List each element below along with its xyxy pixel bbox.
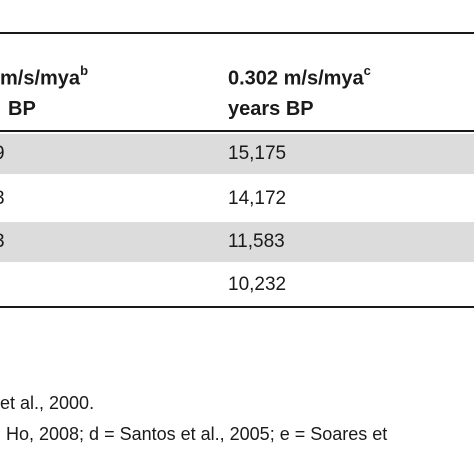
table-cell-right: 14,172 xyxy=(228,188,287,209)
table-row: 10,232 xyxy=(0,265,474,305)
table-cell-left: 3 xyxy=(0,222,5,262)
header-right-footnote-mark: c xyxy=(363,63,371,78)
footnote-line-1: et al., 2000. xyxy=(0,393,95,413)
header-right-rate: 0.302 m/s/mya xyxy=(228,67,364,90)
header-left-rate: m/s/mya xyxy=(0,67,81,90)
table-cell-left: 3 xyxy=(0,179,5,219)
table-bottom-rule xyxy=(0,306,474,308)
table-cell-right: 10,232 xyxy=(228,274,287,295)
header-right-unit: years BP xyxy=(228,97,314,120)
header-left-unit: BP xyxy=(8,97,36,120)
table-cell-right: 11,583 xyxy=(228,231,285,252)
footnote-line-2: : Ho, 2008; d = Santos et al., 2005; e =… xyxy=(0,424,388,444)
table-row: 3 14,172 xyxy=(0,179,474,219)
table-cell-left: 9 xyxy=(0,134,5,174)
table-top-rule xyxy=(0,32,474,34)
column-header-right: 0.302 m/s/myac years BP xyxy=(228,58,371,124)
table-header-rule xyxy=(0,130,474,132)
header-left-footnote-mark: b xyxy=(80,63,89,78)
column-header-left: m/s/myab BP xyxy=(0,58,88,124)
table-row: 3 11,583 xyxy=(0,222,474,262)
table-cell-right: 15,175 xyxy=(228,143,287,164)
table-row: 9 15,175 xyxy=(0,134,474,174)
